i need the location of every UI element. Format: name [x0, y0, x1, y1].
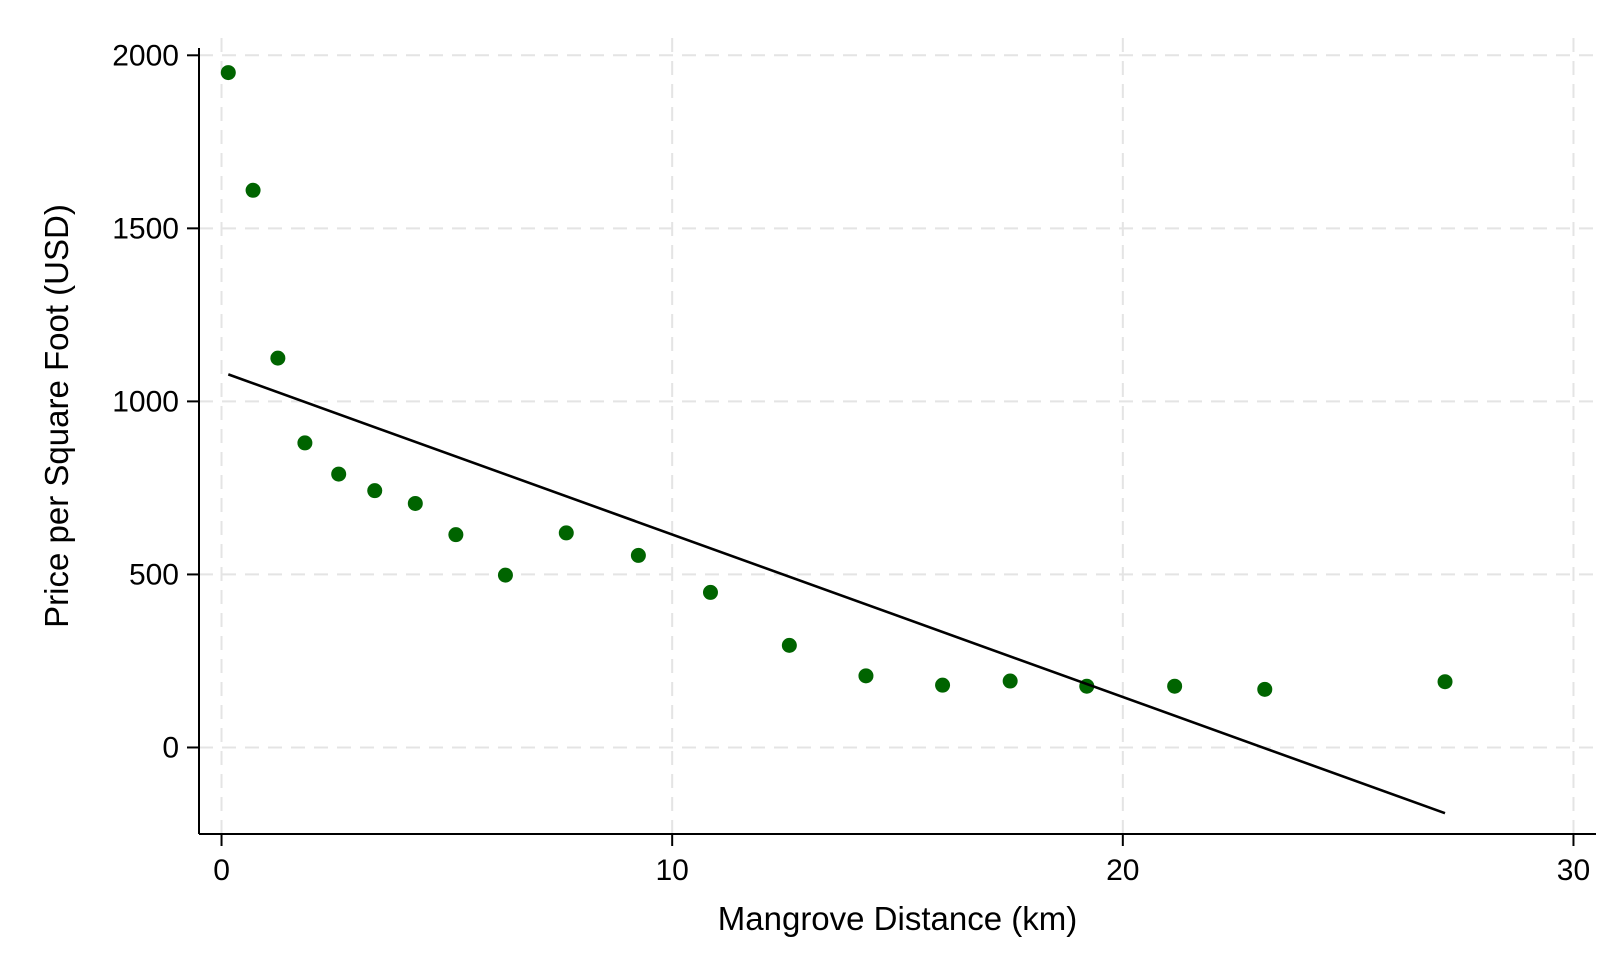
y-tick-label-4: 2000: [112, 39, 179, 72]
y-tick-label-2: 1000: [112, 385, 179, 418]
x-tick-label-0: 0: [213, 854, 230, 887]
series-layer: [220, 65, 1453, 815]
data-point-3: [297, 435, 313, 451]
data-point-19: [1437, 674, 1453, 690]
x-tick-label-2: 20: [1106, 854, 1139, 887]
data-point-12: [781, 637, 797, 653]
axes-layer: [187, 48, 1596, 846]
labels-layer: Mangrove Distance (km) Price per Square …: [38, 39, 1590, 937]
data-point-2: [270, 350, 286, 366]
grid-layer: [199, 38, 1596, 834]
data-point-7: [448, 527, 464, 543]
y-tick-label-0: 0: [162, 731, 179, 764]
x-tick-label-1: 10: [655, 854, 688, 887]
data-point-8: [497, 567, 513, 583]
data-point-6: [407, 495, 423, 511]
y-tick-label-3: 1500: [112, 212, 179, 245]
data-point-14: [935, 677, 951, 693]
data-point-5: [367, 483, 383, 499]
data-point-10: [630, 547, 646, 563]
data-point-15: [1002, 673, 1018, 689]
data-point-9: [558, 525, 574, 541]
fit-line: [227, 373, 1446, 815]
data-point-11: [702, 584, 718, 600]
y-axis-title: Price per Square Foot (USD): [38, 204, 75, 628]
data-point-17: [1167, 678, 1183, 694]
data-point-4: [331, 466, 347, 482]
data-point-13: [858, 668, 874, 684]
data-point-0: [220, 65, 236, 81]
data-point-18: [1257, 681, 1273, 697]
x-tick-label-3: 30: [1557, 854, 1590, 887]
y-tick-label-1: 500: [129, 558, 179, 591]
x-axis-title: Mangrove Distance (km): [718, 900, 1077, 937]
data-point-1: [245, 182, 261, 198]
